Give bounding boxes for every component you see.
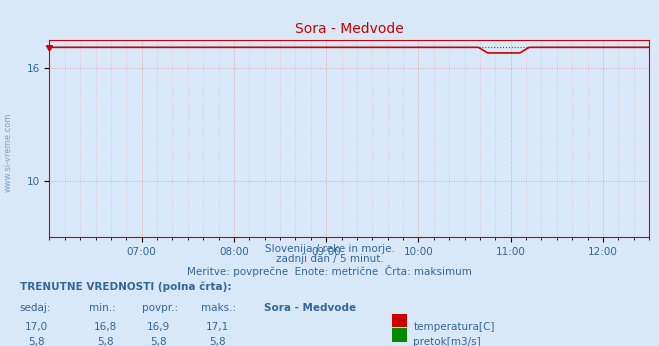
Text: 17,0: 17,0 [24, 322, 48, 333]
Text: sedaj:: sedaj: [20, 303, 51, 313]
Text: 5,8: 5,8 [97, 337, 114, 346]
Text: www.si-vreme.com: www.si-vreme.com [3, 112, 13, 192]
Text: maks.:: maks.: [201, 303, 236, 313]
Text: Slovenija / reke in morje.: Slovenija / reke in morje. [264, 244, 395, 254]
Text: min.:: min.: [89, 303, 116, 313]
Text: 17,1: 17,1 [206, 322, 229, 333]
Text: Sora - Medvode: Sora - Medvode [264, 303, 356, 313]
Text: 5,8: 5,8 [28, 337, 45, 346]
Text: temperatura[C]: temperatura[C] [413, 322, 495, 333]
Text: zadnji dan / 5 minut.: zadnji dan / 5 minut. [275, 254, 384, 264]
Text: 16,9: 16,9 [146, 322, 170, 333]
Text: pretok[m3/s]: pretok[m3/s] [413, 337, 481, 346]
Title: Sora - Medvode: Sora - Medvode [295, 22, 404, 36]
Text: 5,8: 5,8 [150, 337, 167, 346]
Text: Meritve: povprečne  Enote: metrične  Črta: maksimum: Meritve: povprečne Enote: metrične Črta:… [187, 265, 472, 277]
Text: TRENUTNE VREDNOSTI (polna črta):: TRENUTNE VREDNOSTI (polna črta): [20, 282, 231, 292]
Text: 16,8: 16,8 [94, 322, 117, 333]
Text: povpr.:: povpr.: [142, 303, 178, 313]
Text: 5,8: 5,8 [209, 337, 226, 346]
